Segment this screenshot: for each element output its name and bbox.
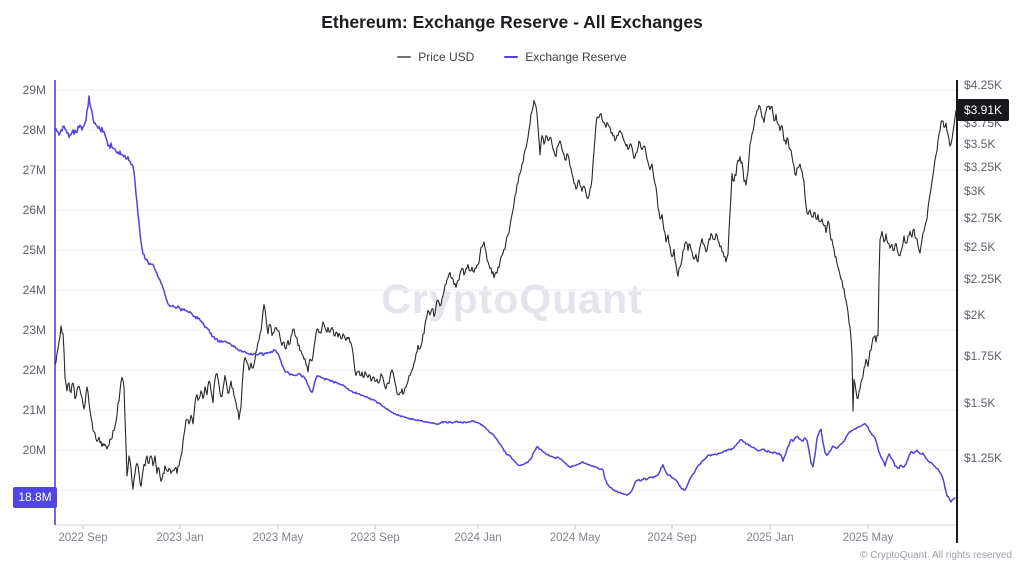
- left-axis-tick-label: 20M: [22, 443, 46, 457]
- left-axis-tick-label: 23M: [22, 323, 46, 337]
- x-axis-tick-label: 2024 Jan: [454, 532, 502, 544]
- right-axis-tick-label: $2.75K: [964, 210, 1003, 225]
- legend-item-price[interactable]: Price USD: [397, 50, 474, 64]
- right-axis-tick-label: $3.5K: [964, 137, 996, 152]
- left-axis-tick-label: 22M: [22, 363, 46, 377]
- left-axis-tick-label: 27M: [22, 163, 46, 177]
- reserve-line-swatch-icon: [504, 56, 519, 58]
- x-axis-tick-label: 2024 May: [549, 532, 601, 544]
- copyright-footer: © CryptoQuant. All rights reserved: [860, 550, 1012, 561]
- x-axis-tick-label: 2023 Jan: [156, 532, 204, 544]
- x-axis-tick-label: 2025 Jan: [746, 532, 794, 544]
- left-axis-tick-label: 29M: [22, 83, 46, 97]
- right-axis-tick-label: $2.25K: [964, 272, 1003, 287]
- left-axis-tick-label: 21M: [22, 403, 46, 417]
- right-axis-tick-label: $1.5K: [964, 395, 996, 410]
- right-axis-tick-label: $1.25K: [964, 451, 1003, 466]
- price-line-swatch-icon: [397, 56, 412, 58]
- left-axis-tick-label: 28M: [22, 123, 46, 137]
- x-axis-tick-label: 2024 Sep: [647, 532, 697, 544]
- x-axis-tick-label: 2023 Sep: [350, 532, 400, 544]
- x-axis-tick-label: 2025 May: [842, 532, 894, 544]
- legend: Price USD Exchange Reserve: [0, 50, 1024, 64]
- page-title: Ethereum: Exchange Reserve - All Exchang…: [321, 12, 703, 32]
- cryptoquant-watermark: CryptoQuant: [381, 276, 643, 322]
- x-axis-tick-label: 2023 May: [252, 532, 304, 544]
- right-axis-tick-label: $3.25K: [964, 159, 1003, 174]
- right-axis-tick-label: $4.25K: [964, 78, 1003, 92]
- legend-item-reserve[interactable]: Exchange Reserve: [504, 50, 627, 64]
- right-axis-tick-label: $3K: [964, 184, 986, 199]
- left-axis-tick-label: 24M: [22, 283, 46, 297]
- price-current-value-badge: $3.91K: [957, 99, 1009, 122]
- x-axis-tick-label: 2022 Sep: [58, 532, 108, 544]
- left-axis-tick-label: 25M: [22, 243, 46, 257]
- reserve-current-value-badge: 18.8M: [13, 487, 57, 508]
- legend-label-price: Price USD: [418, 50, 475, 64]
- right-axis-tick-label: $2.5K: [964, 239, 996, 254]
- right-axis-tick-label: $1.75K: [964, 348, 1003, 363]
- right-axis-tick-label: $2K: [964, 307, 986, 322]
- left-axis-tick-label: 26M: [22, 203, 46, 217]
- legend-label-reserve: Exchange Reserve: [525, 50, 627, 64]
